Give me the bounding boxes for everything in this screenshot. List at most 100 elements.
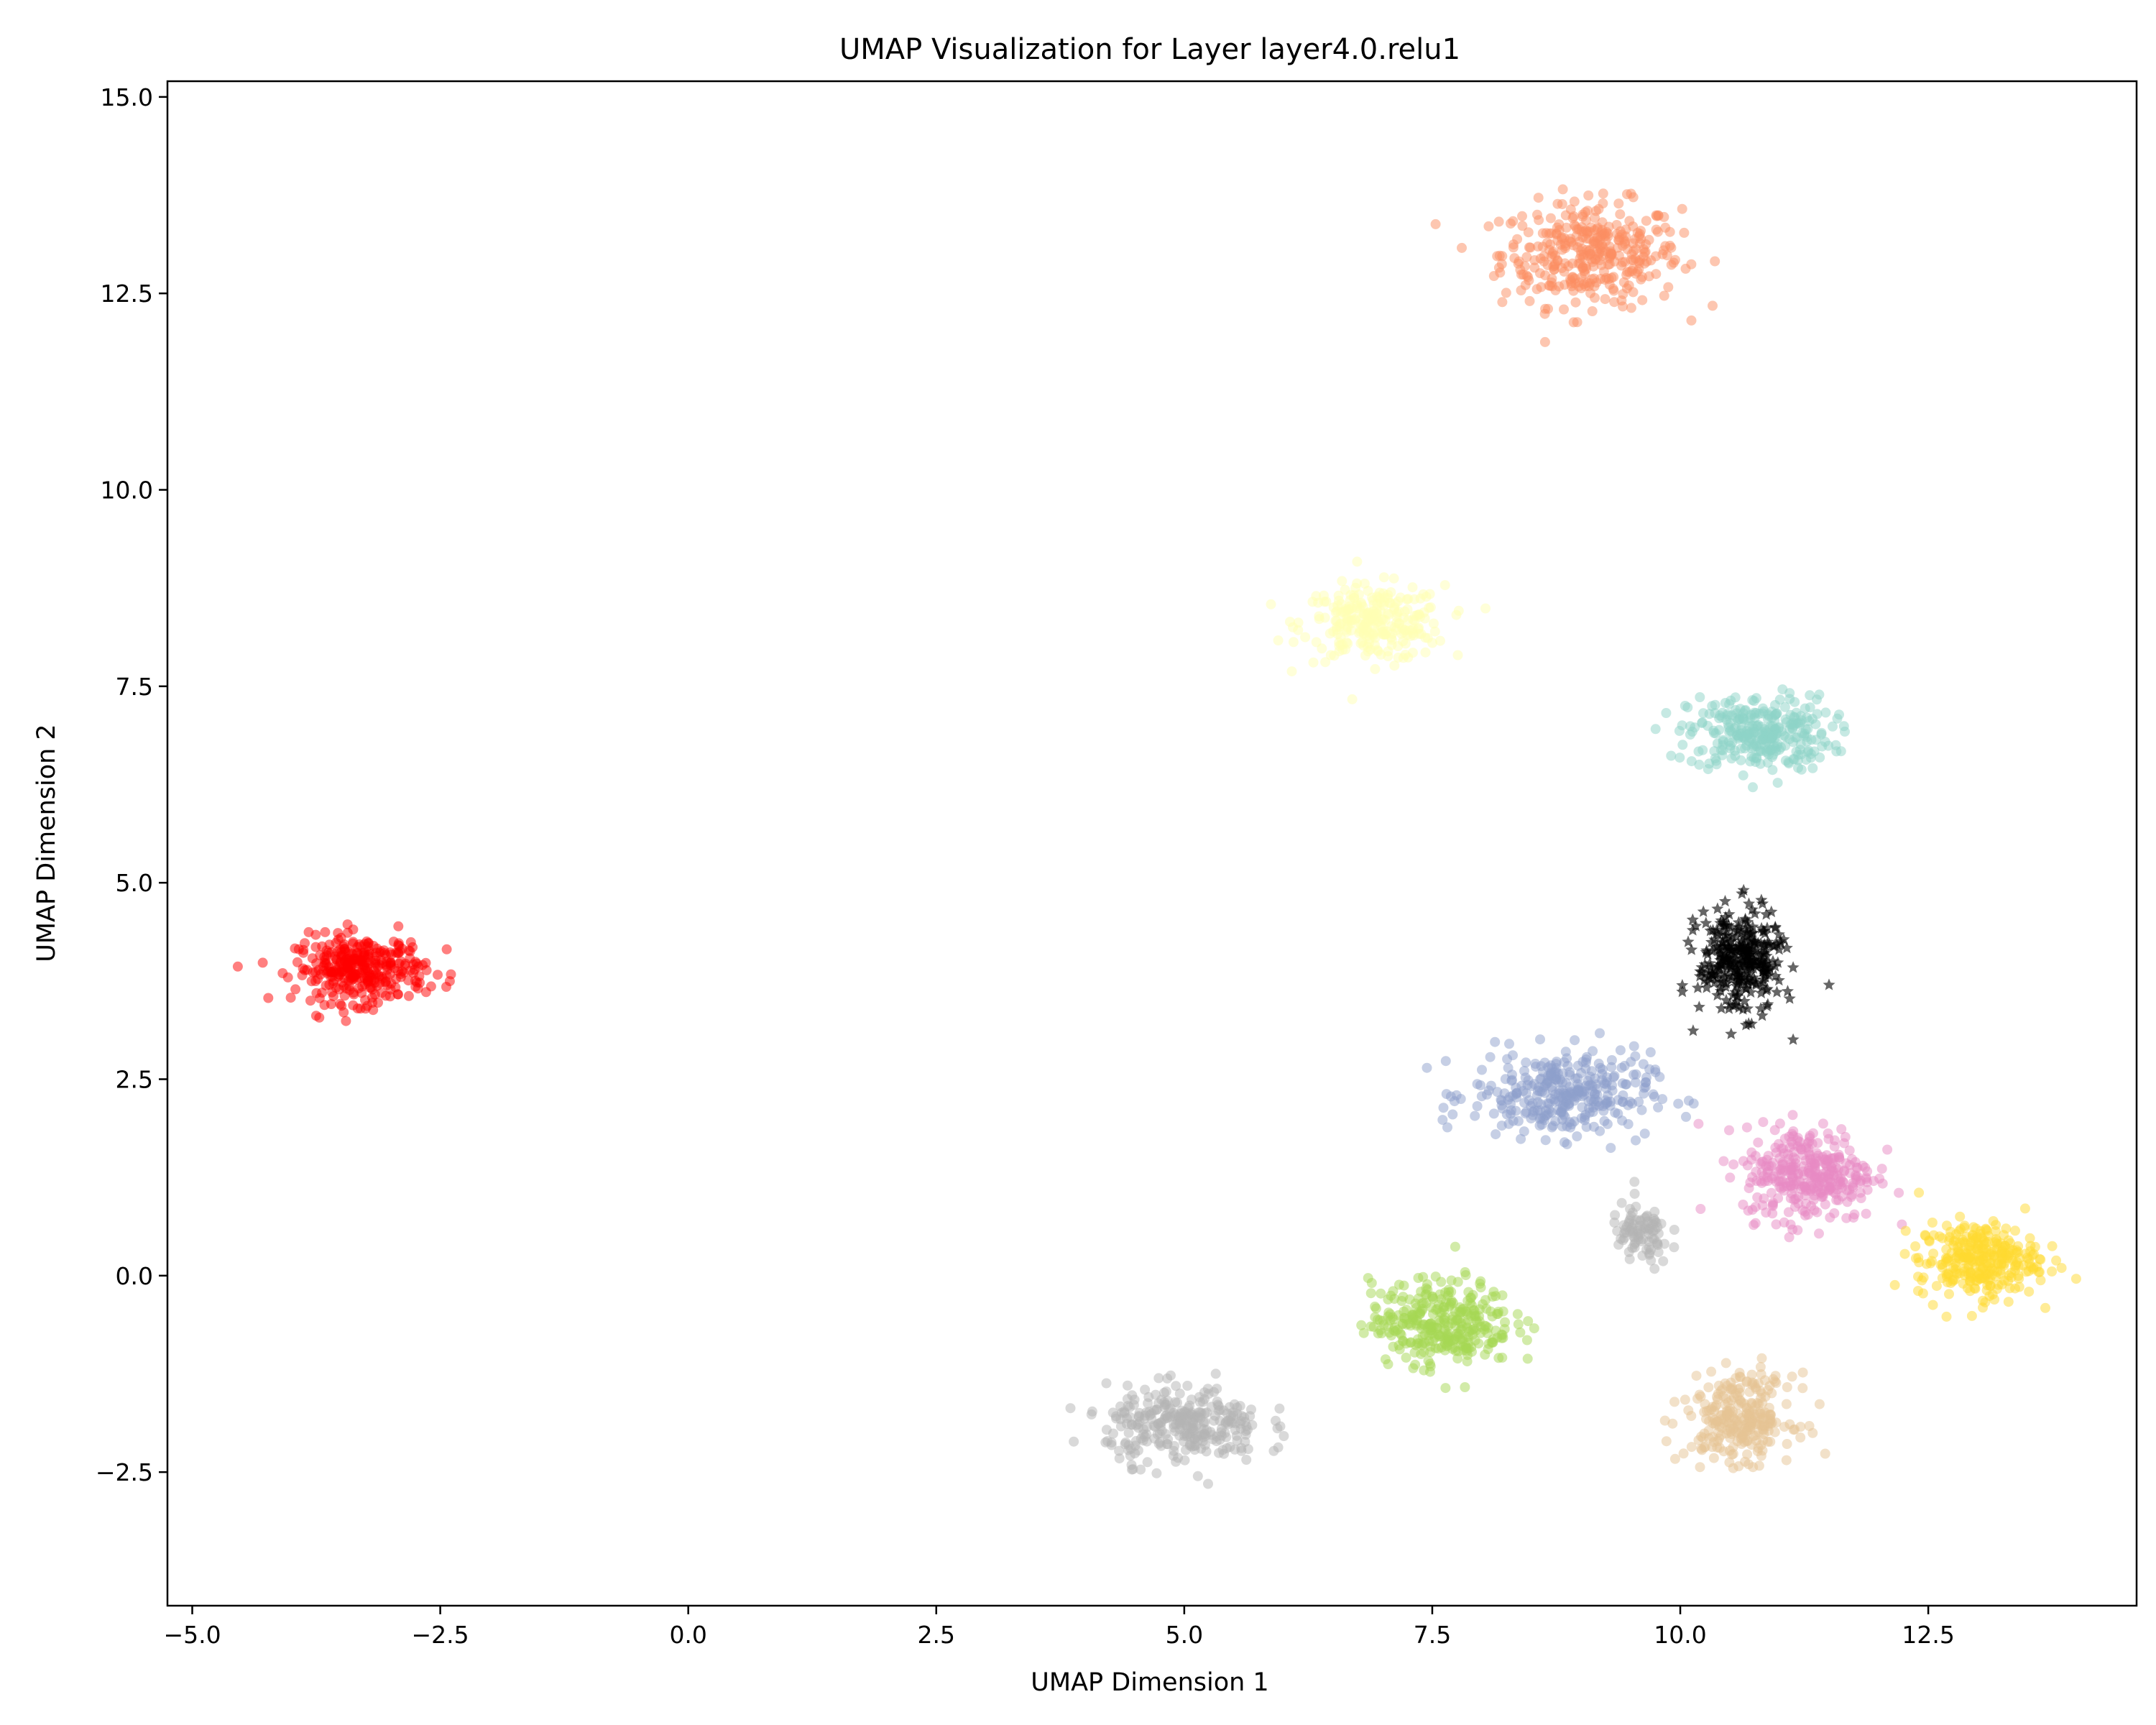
data-point: [1978, 1295, 1988, 1306]
data-point: [1841, 1213, 1852, 1223]
data-point: [1812, 709, 1823, 719]
data-point-star: [1733, 1001, 1746, 1013]
data-point-star: [1735, 977, 1748, 989]
data-point: [1784, 758, 1795, 769]
data-point: [1957, 1234, 1968, 1245]
data-point: [1787, 1110, 1798, 1121]
data-point-star: [1756, 897, 1769, 909]
data-point: [1686, 259, 1697, 270]
data-point: [1804, 1133, 1815, 1144]
data-point: [1500, 1317, 1510, 1328]
data-point-star: [1787, 1033, 1800, 1045]
data-point: [1500, 1074, 1511, 1085]
data-point: [1539, 251, 1549, 262]
data-point: [1856, 1175, 1866, 1186]
data-point: [1700, 1442, 1710, 1453]
data-point: [1576, 249, 1587, 260]
data-point: [1588, 261, 1599, 272]
data-point: [1546, 251, 1557, 262]
data-point: [1844, 1145, 1855, 1156]
data-point-star: [1744, 985, 1757, 998]
data-point: [1801, 1184, 1812, 1195]
data-point: [1587, 306, 1598, 316]
data-point: [1691, 1371, 1702, 1381]
data-point: [1874, 1173, 1885, 1184]
data-point: [2035, 1275, 2046, 1286]
data-point: [377, 988, 387, 998]
data-point: [1286, 666, 1297, 677]
data-point: [1674, 725, 1685, 736]
data-point: [1182, 1381, 1193, 1391]
data-point: [356, 941, 366, 952]
data-point-star: [1787, 961, 1800, 973]
data-point: [1584, 1103, 1594, 1114]
data-point: [433, 970, 443, 980]
data-point: [1659, 290, 1669, 301]
data-point: [2004, 1243, 2015, 1254]
x-axis-ticks: −5.0 −2.5 0.0 2.5 5.0 7.5 10.0 12.5: [163, 1606, 1955, 1649]
x-tick-label: 2.5: [918, 1621, 955, 1649]
data-point-star: [1723, 908, 1736, 920]
data-point: [1637, 272, 1648, 282]
data-point: [1784, 1232, 1795, 1243]
data-point-star: [1754, 957, 1766, 970]
data-point: [1533, 193, 1544, 203]
data-point: [1133, 1411, 1144, 1422]
data-point: [1436, 1276, 1447, 1287]
data-point-star: [1723, 1002, 1736, 1014]
data-point: [1407, 582, 1418, 593]
data-point: [1628, 1041, 1639, 1052]
data-point: [1100, 1437, 1111, 1448]
data-point: [1347, 603, 1358, 614]
data-point: [1818, 1151, 1828, 1162]
data-point: [1386, 635, 1397, 645]
data-point: [1560, 1046, 1571, 1057]
data-point: [1409, 1347, 1420, 1358]
data-point: [1613, 198, 1624, 209]
data-point: [1363, 607, 1373, 618]
data-point: [1645, 1047, 1656, 1057]
data-point: [1762, 1436, 1773, 1447]
data-point: [1953, 1242, 1963, 1253]
data-point: [1710, 256, 1720, 267]
data-point: [1651, 210, 1662, 221]
data-point: [395, 969, 406, 980]
data-point: [1566, 278, 1577, 289]
data-point: [1820, 1199, 1830, 1210]
data-point: [1820, 1448, 1830, 1459]
data-point: [1807, 1427, 1818, 1438]
data-point: [1764, 733, 1774, 744]
data-point: [1780, 731, 1791, 742]
data-point: [1800, 703, 1810, 714]
data-point: [2022, 1253, 2032, 1263]
data-point: [1524, 295, 1535, 306]
data-point: [1268, 1445, 1279, 1456]
data-point: [1773, 1138, 1784, 1149]
data-point: [1706, 1366, 1717, 1377]
data-point: [1640, 247, 1651, 257]
data-point: [1756, 1421, 1767, 1432]
data-point: [1439, 1302, 1450, 1312]
data-point: [381, 976, 392, 987]
data-point: [1667, 1418, 1678, 1429]
data-point: [1596, 259, 1607, 270]
data-point: [1913, 1286, 1923, 1296]
data-point: [1661, 1436, 1672, 1447]
y-tick-label: 10.0: [101, 477, 153, 505]
data-point: [1602, 1072, 1613, 1082]
data-point: [1420, 647, 1431, 658]
data-point: [1143, 1398, 1153, 1409]
data-point: [1567, 258, 1578, 269]
data-point: [1488, 1108, 1499, 1119]
data-point: [1782, 1382, 1792, 1392]
data-point: [1779, 1422, 1789, 1432]
data-point-star: [1700, 967, 1713, 979]
data-point: [1472, 1101, 1483, 1111]
data-point: [1570, 297, 1581, 308]
data-point: [1337, 576, 1348, 586]
data-point: [1597, 1064, 1608, 1075]
data-point: [1736, 755, 1746, 765]
data-point: [1645, 1245, 1656, 1255]
data-point: [1787, 1371, 1797, 1382]
data-point-star: [1754, 937, 1767, 949]
